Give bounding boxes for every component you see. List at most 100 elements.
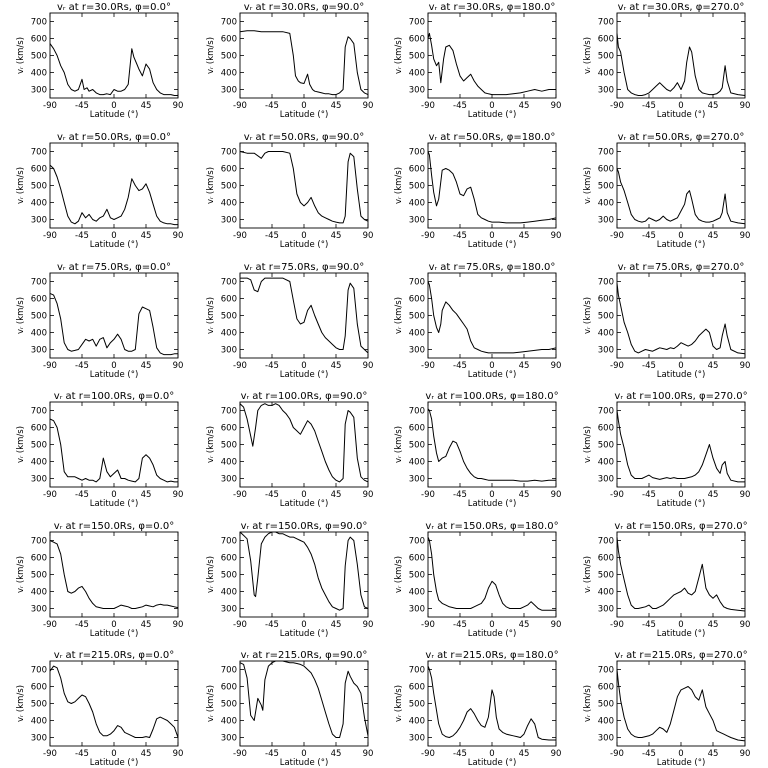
x-tick-label: 45	[708, 749, 719, 759]
x-axis-label: Latitude (°)	[468, 110, 517, 120]
x-tick-label: 45	[141, 749, 152, 759]
series-line	[49, 418, 178, 483]
x-tick-label: 90	[740, 490, 751, 500]
y-tick-label: 400	[221, 199, 237, 209]
x-tick-label: 0	[111, 620, 116, 630]
series-line	[616, 537, 746, 612]
panel-title: vᵣ at r=100.0Rs, φ=0.0°	[54, 391, 174, 402]
y-tick-label: 300	[598, 86, 614, 96]
y-tick-label: 400	[598, 458, 614, 468]
panel-16: vᵣ at r=100.0Rs, φ=270.0° -90 -45 0 45 90 300 4…	[583, 391, 750, 509]
y-tick-label: 500	[221, 441, 237, 451]
x-tick-label: -45	[75, 620, 89, 630]
y-tick-label: 700	[598, 148, 614, 158]
series-line	[239, 531, 369, 611]
y-tick-label: 600	[409, 35, 425, 45]
plot-axes	[616, 142, 746, 229]
y-tick-label: 500	[221, 700, 237, 710]
y-tick-label: 500	[31, 700, 47, 710]
panel-title: vᵣ at r=30.0Rs, φ=0.0°	[57, 2, 171, 13]
y-tick-label: 400	[31, 199, 47, 209]
panel-title: vᵣ at r=215.0Rs, φ=90.0°	[241, 650, 368, 661]
y-tick-label: 500	[31, 182, 47, 192]
y-axis-label: vᵣ (km/s)	[206, 167, 216, 204]
x-tick-label: 90	[551, 620, 562, 630]
plot-axes	[239, 142, 369, 229]
x-tick-label: 90	[173, 101, 184, 111]
x-tick-label: -90	[421, 231, 435, 241]
x-tick-label: 0	[489, 231, 494, 241]
x-tick-label: 0	[111, 749, 116, 759]
panel-title: vᵣ at r=75.0Rs, φ=270.0°	[618, 262, 745, 273]
y-tick-label: 400	[31, 458, 47, 468]
panel-1: vᵣ at r=30.0Rs, φ=0.0° -90 -45 0 45 90 300 400 5…	[16, 2, 183, 120]
panel-4: vᵣ at r=30.0Rs, φ=270.0° -90 -45 0 45 90 300 40…	[583, 2, 750, 120]
x-tick-label: -45	[75, 749, 89, 759]
y-tick-label: 300	[409, 605, 425, 615]
x-axis-label: Latitude (°)	[280, 758, 329, 768]
x-tick-label: -90	[233, 361, 247, 371]
x-tick-label: 0	[489, 749, 494, 759]
y-axis-label: vᵣ (km/s)	[16, 685, 26, 722]
y-tick-label: 300	[409, 216, 425, 226]
y-axis-label: vᵣ (km/s)	[394, 297, 404, 334]
y-tick-label: 300	[598, 734, 614, 744]
plot-axes	[427, 142, 557, 229]
x-tick-label: -90	[43, 231, 57, 241]
x-tick-label: -45	[453, 101, 467, 111]
plot-frame	[49, 272, 179, 359]
x-tick-label: 90	[551, 361, 562, 371]
series-line	[427, 536, 556, 611]
panel-title: vᵣ at r=150.0Rs, φ=180.0°	[425, 521, 558, 532]
y-tick-label: 700	[598, 278, 614, 288]
y-tick-label: 300	[31, 216, 47, 226]
x-tick-label: -90	[421, 490, 435, 500]
y-tick-label: 600	[31, 35, 47, 45]
y-axis-label: vᵣ (km/s)	[394, 167, 404, 204]
x-tick-label: 45	[331, 231, 342, 241]
x-tick-label: 0	[489, 490, 494, 500]
y-tick-label: 600	[31, 165, 47, 175]
y-tick-label: 700	[31, 537, 47, 547]
series-line	[239, 403, 369, 483]
y-tick-label: 300	[598, 475, 614, 485]
y-tick-label: 700	[409, 18, 425, 28]
y-tick-label: 300	[31, 86, 47, 96]
x-axis-label: Latitude (°)	[90, 370, 139, 380]
x-tick-label: 0	[489, 101, 494, 111]
y-tick-label: 600	[598, 683, 614, 693]
y-tick-label: 400	[409, 717, 425, 727]
y-tick-label: 500	[221, 571, 237, 581]
x-axis-label: Latitude (°)	[468, 499, 517, 509]
y-tick-label: 500	[31, 571, 47, 581]
x-axis-label: Latitude (°)	[280, 110, 329, 120]
x-axis-label: Latitude (°)	[280, 499, 329, 509]
y-tick-label: 300	[221, 216, 237, 226]
y-tick-label: 400	[31, 717, 47, 727]
x-tick-label: 45	[331, 101, 342, 111]
x-tick-label: 45	[141, 231, 152, 241]
x-tick-label: -90	[233, 231, 247, 241]
y-axis-label: vᵣ (km/s)	[583, 37, 593, 74]
x-tick-label: 90	[363, 101, 374, 111]
x-tick-label: -90	[233, 620, 247, 630]
y-tick-label: 700	[598, 18, 614, 28]
plot-frame	[427, 272, 557, 359]
y-tick-label: 600	[221, 554, 237, 564]
x-tick-label: 90	[173, 231, 184, 241]
x-tick-label: 45	[331, 490, 342, 500]
y-tick-label: 400	[409, 199, 425, 209]
panel-11: vᵣ at r=75.0Rs, φ=180.0° -90 -45 0 45 90 300 40…	[394, 262, 561, 380]
plot-frame	[616, 531, 746, 618]
y-tick-label: 600	[409, 683, 425, 693]
x-tick-label: -45	[642, 231, 656, 241]
y-tick-label: 500	[409, 700, 425, 710]
x-axis-label: Latitude (°)	[90, 499, 139, 509]
x-tick-label: 45	[141, 490, 152, 500]
x-tick-label: 0	[489, 620, 494, 630]
y-tick-label: 500	[31, 312, 47, 322]
y-tick-label: 400	[598, 69, 614, 79]
y-tick-label: 700	[598, 666, 614, 676]
plot-frame	[239, 142, 369, 229]
y-tick-label: 500	[31, 52, 47, 62]
